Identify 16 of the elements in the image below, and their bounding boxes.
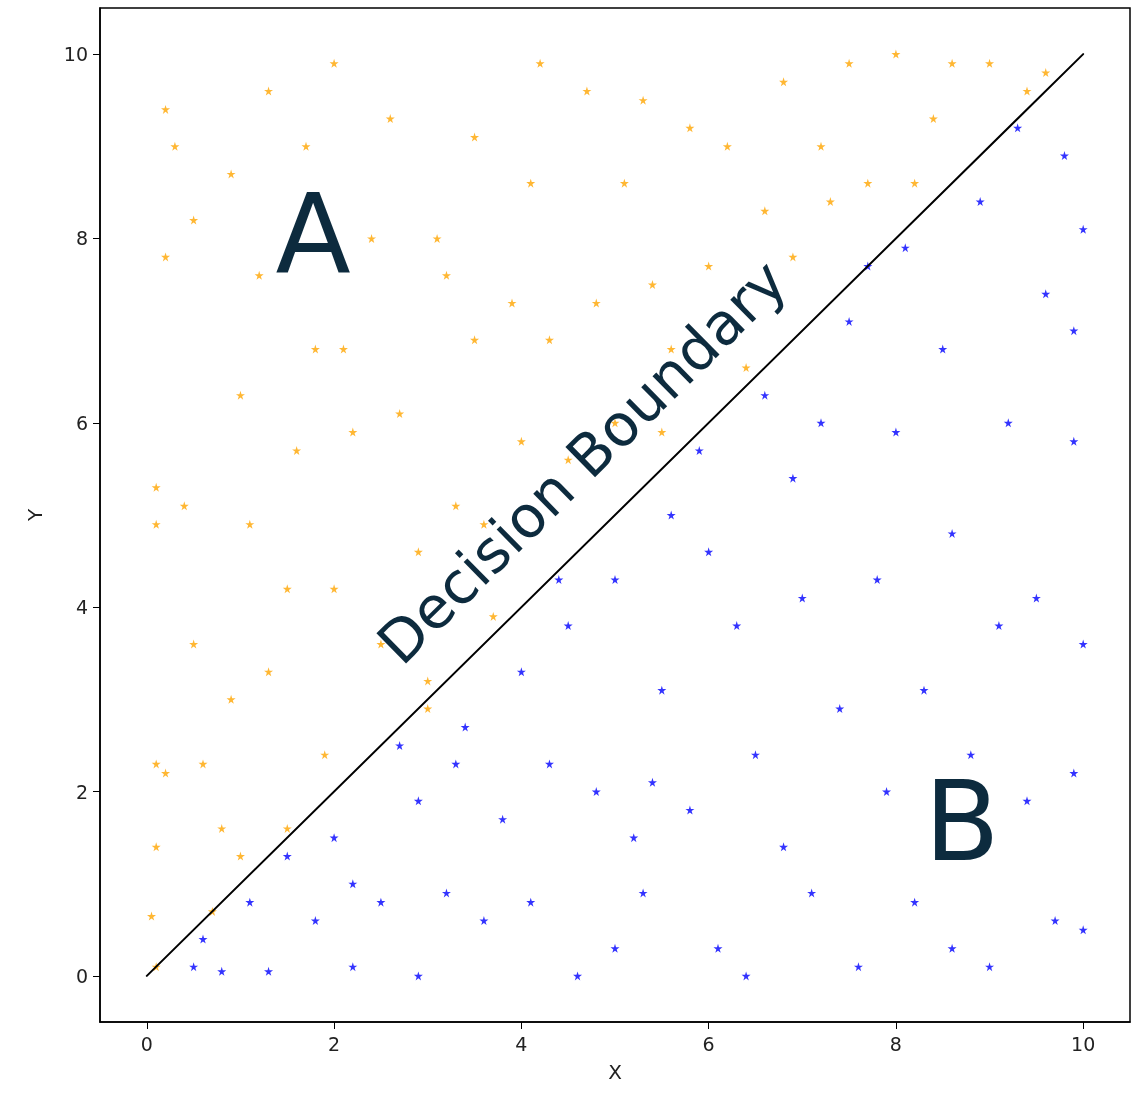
x-tick-label: 2: [328, 1032, 341, 1055]
x-axis-title: X: [608, 1060, 623, 1084]
x-tick-label: 10: [1071, 1032, 1096, 1055]
annotation: B: [924, 758, 1000, 886]
x-tick-label: 6: [702, 1032, 715, 1055]
y-axis-title: Y: [23, 508, 47, 523]
y-tick-label: 10: [63, 43, 88, 66]
annotation: A: [275, 171, 351, 299]
y-tick-label: 2: [75, 780, 88, 803]
x-tick-label: 4: [515, 1032, 528, 1055]
x-tick-label: 8: [889, 1032, 902, 1055]
y-tick-label: 6: [75, 411, 88, 434]
y-tick-label: 0: [75, 964, 88, 987]
x-tick-label: 0: [140, 1032, 153, 1055]
y-tick-label: 4: [75, 596, 88, 619]
y-tick-label: 8: [75, 227, 88, 250]
